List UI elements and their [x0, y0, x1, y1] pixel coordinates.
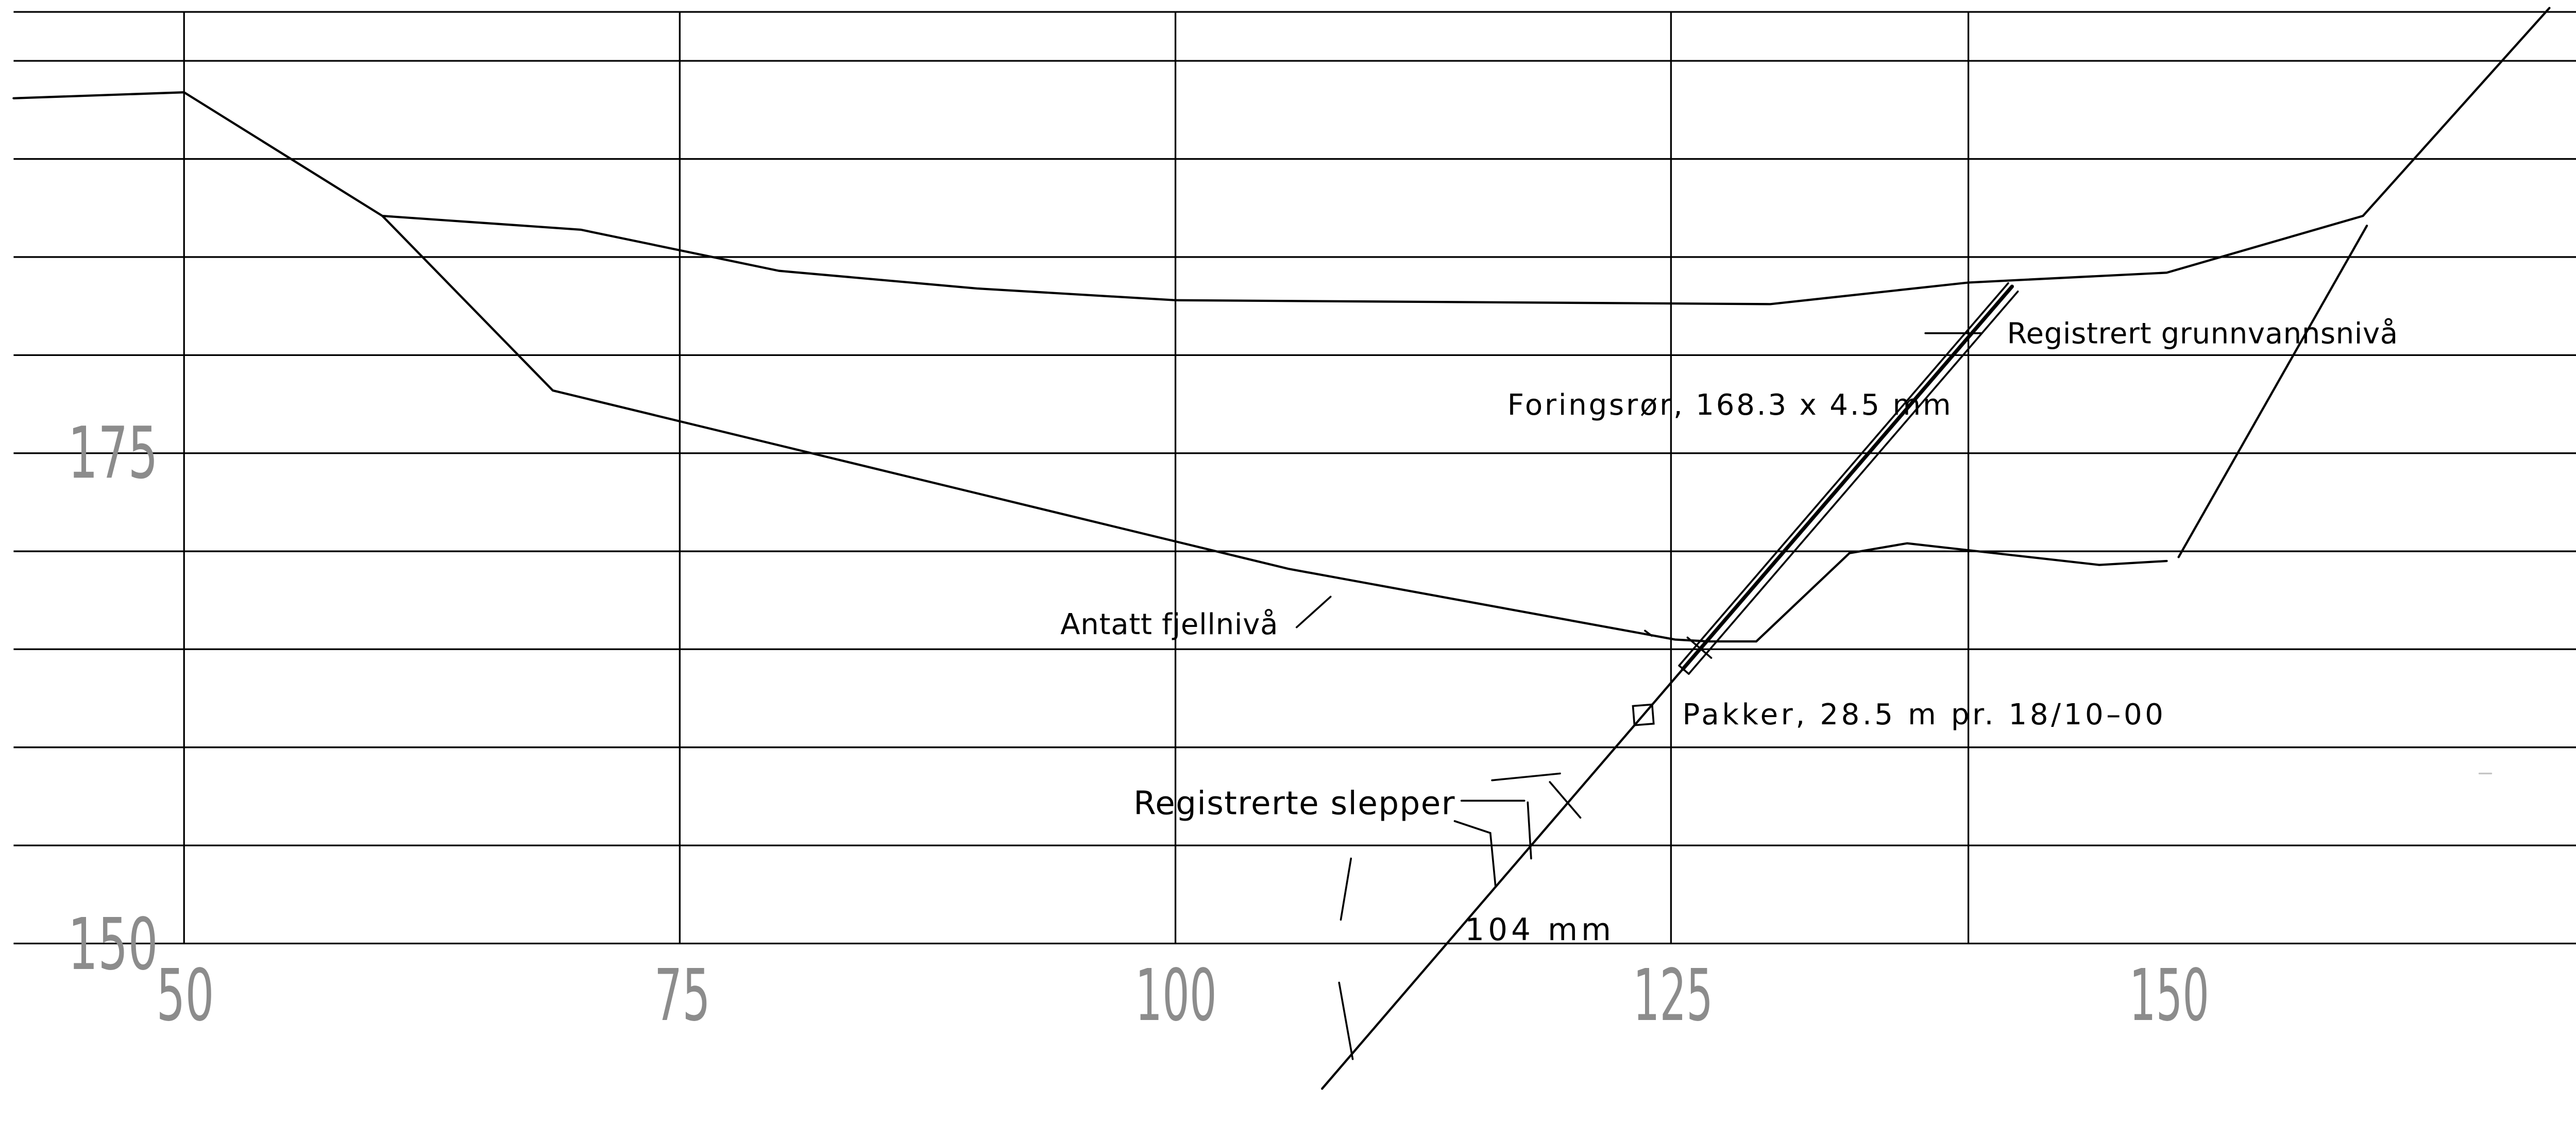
x-tick-label: 150: [2129, 954, 2209, 1037]
joint-leader: [1491, 772, 1561, 781]
casing-label: Foringsrør, 168.3 x 4.5 mm: [1507, 388, 1951, 422]
joint-tick: [1338, 981, 1354, 1060]
terrain-line: [12, 7, 2551, 305]
series-layer: [12, 7, 2551, 1090]
tick-labels: 175 150 50 75 100 125 150: [68, 411, 2209, 1037]
casing-wall-left: [1678, 282, 2009, 667]
annotations: Registrert grunnvannsnivå Foringsrør, 16…: [1060, 317, 2398, 948]
casing-wall-right: [1688, 290, 2019, 675]
bedrock-intersection-tick: [1686, 636, 1713, 659]
y-tick-label: 175: [68, 411, 158, 495]
y-tick-label: 150: [68, 903, 158, 986]
bedrock-line-right: [2177, 225, 2368, 558]
bedrock-small-tick: [1644, 630, 1653, 637]
joint-tick: [1340, 857, 1352, 921]
packer-marker: [1632, 703, 1655, 726]
x-tick-label: 50: [156, 954, 214, 1037]
groundwater-label: Registrert grunnvannsnivå: [2007, 317, 2398, 351]
bedrock-line: [381, 214, 2168, 643]
joints-label: Registrerte slepper: [1133, 785, 1455, 822]
bedrock-label: Antatt fjellnivå: [1060, 608, 1278, 641]
joint-tick: [1549, 781, 1582, 819]
casing-centerline: [1681, 284, 2014, 671]
packer-label: Pakker, 28.5 m pr. 18/10–00: [1682, 698, 2163, 732]
markers: [1295, 332, 2493, 1060]
joint-leader: [1453, 820, 1492, 834]
borehole-line: [1321, 668, 1684, 1090]
grid: [13, 11, 2576, 945]
joint-tick: [1527, 801, 1532, 860]
x-tick-label: 100: [1135, 954, 1216, 1037]
diameter-label: 104 mm: [1465, 912, 1611, 948]
x-tick-label: 75: [654, 954, 710, 1037]
joint-tick: [1489, 832, 1497, 887]
x-tick-label: 125: [1633, 954, 1713, 1037]
bedrock-leader: [1295, 596, 1332, 628]
casing: [1678, 282, 2019, 675]
casing-end-cap: [1678, 665, 1690, 675]
